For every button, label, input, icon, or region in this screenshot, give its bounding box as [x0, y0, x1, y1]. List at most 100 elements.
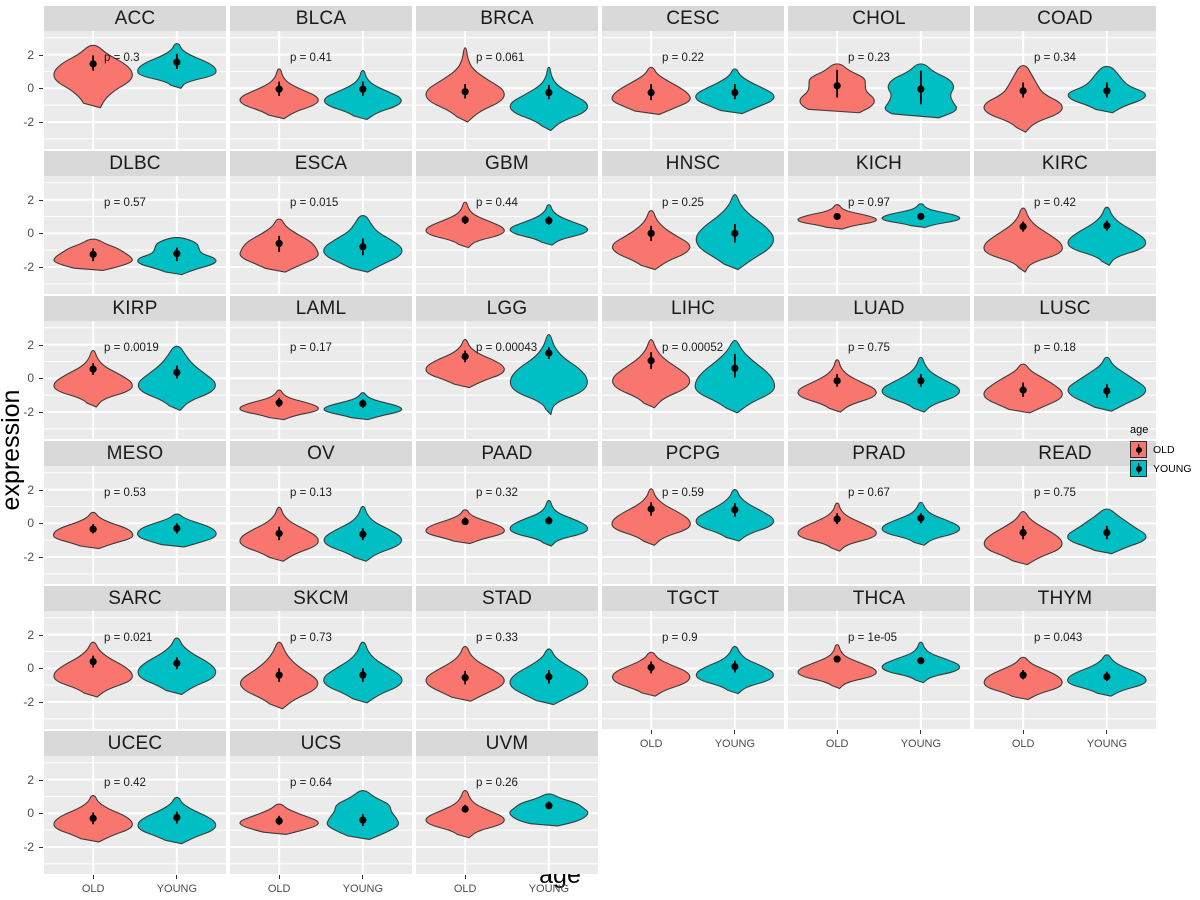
- median-point-old: [647, 663, 655, 672]
- x-tick-mark: [836, 730, 838, 734]
- median-point-old: [461, 805, 469, 813]
- p-value-label: p = 1e-05: [848, 631, 897, 644]
- facet-panel: [416, 611, 598, 729]
- median-point-young: [731, 229, 739, 237]
- median-point-old: [89, 657, 97, 666]
- facet-strip-label: BRCA: [416, 6, 598, 31]
- facet-panel: [788, 611, 970, 729]
- facet-dlbc: DLBC p = 0.57 2 0 -2: [23, 151, 226, 294]
- facet-strip-label: SKCM: [230, 586, 412, 611]
- median-point-old: [275, 399, 283, 407]
- median-point-old: [1019, 528, 1027, 537]
- facet-panel: [602, 31, 784, 149]
- facet-strip-label: BLCA: [230, 6, 412, 31]
- x-tick-label-young: YOUNG: [714, 738, 756, 750]
- median-point-young: [173, 813, 181, 822]
- median-point-old: [275, 817, 283, 825]
- y-tick-label: 0: [27, 516, 34, 531]
- facet-esca: ESCA p = 0.015: [230, 151, 412, 294]
- p-value-label: p = 0.22: [662, 51, 704, 64]
- median-point-old: [1019, 671, 1027, 679]
- facet-strip-label: LUAD: [788, 296, 970, 321]
- median-point-old: [647, 357, 655, 365]
- facet-thym: THYM p = 0.043 OLD YOUNG: [974, 586, 1156, 750]
- p-value-label: p = 0.061: [476, 51, 525, 64]
- median-point-old: [89, 814, 97, 822]
- legend-key-old: [1130, 441, 1147, 458]
- p-value-label: p = 0.34: [1034, 51, 1076, 64]
- y-tick-label: 2: [27, 772, 34, 787]
- median-point-young: [545, 517, 553, 525]
- facet-luad: LUAD p = 0.75: [788, 296, 970, 439]
- x-tick-label-young: YOUNG: [900, 738, 942, 750]
- facet-cesc: CESC p = 0.22: [602, 6, 784, 149]
- y-tick-mark: [39, 847, 43, 849]
- facet-read: READ p = 0.75: [974, 441, 1156, 584]
- x-tick-label-old: OLD: [639, 738, 663, 750]
- y-tick-mark: [39, 54, 43, 56]
- violin-old: [53, 349, 133, 408]
- y-tick-mark: [39, 557, 43, 559]
- facet-panel: [974, 611, 1156, 729]
- facet-strip-label: ESCA: [230, 151, 412, 176]
- facet-strip-label: SARC: [44, 586, 226, 611]
- facet-panel: [602, 466, 784, 584]
- facet-ucs: UCS p = 0.64 OLD YOUNG: [230, 731, 412, 895]
- violin-old: [425, 201, 505, 249]
- facet-blca: BLCA p = 0.41: [230, 6, 412, 149]
- y-tick-mark: [39, 199, 43, 201]
- median-point-young: [359, 530, 367, 538]
- median-point-old: [1019, 222, 1027, 231]
- violin-old: [612, 338, 691, 409]
- x-tick-mark: [92, 875, 94, 879]
- violin-young: [137, 345, 216, 411]
- facet-paad: PAAD p = 0.32: [416, 441, 598, 584]
- x-tick-mark: [734, 730, 736, 734]
- p-value-label: p = 0.67: [848, 486, 890, 499]
- p-value-label: p = 0.17: [290, 341, 332, 354]
- x-tick-label-young: YOUNG: [528, 883, 570, 895]
- facet-lgg: LGG p = 0.00043: [416, 296, 598, 439]
- y-tick-mark: [39, 412, 43, 414]
- facet-chol: CHOL p = 0.23: [788, 6, 970, 149]
- median-point-old: [833, 515, 841, 523]
- median-point-old: [89, 525, 97, 533]
- facet-strip-label: TGCT: [602, 586, 784, 611]
- facet-strip-label: KICH: [788, 151, 970, 176]
- y-tick-label: 2: [27, 627, 34, 642]
- x-tick-label-old: OLD: [81, 883, 105, 895]
- facet-panel: [788, 466, 970, 584]
- median-point-old: [647, 229, 655, 237]
- median-point-old: [461, 88, 469, 96]
- median-point-old: [89, 365, 97, 373]
- facet-panel: [974, 321, 1156, 439]
- median-point-young: [1103, 387, 1111, 395]
- violin-old: [611, 488, 691, 546]
- facet-strip-label: KIRC: [974, 151, 1156, 176]
- p-value-label: p = 0.41: [290, 51, 332, 64]
- facet-strip-label: READ: [974, 441, 1156, 466]
- y-tick-mark: [39, 779, 43, 781]
- p-value-label: p = 0.18: [1034, 341, 1076, 354]
- median-point-old: [833, 212, 841, 221]
- facet-strip-label: LUSC: [974, 296, 1156, 321]
- violin-young: [509, 793, 589, 827]
- facet-laml: LAML p = 0.17: [230, 296, 412, 439]
- median-point-young: [359, 85, 367, 93]
- violin-old: [797, 644, 877, 690]
- y-tick-mark: [39, 122, 43, 124]
- legend-item-old[interactable]: OLD: [1130, 441, 1196, 458]
- median-point-young: [545, 349, 553, 357]
- violin-young: [509, 333, 588, 416]
- legend-item-young[interactable]: YOUNG: [1130, 460, 1196, 477]
- p-value-label: p = 0.42: [1034, 196, 1076, 209]
- median-point-young: [173, 249, 181, 258]
- facet-uvm: UVM p = 0.26 OLD YOUNG: [416, 731, 598, 895]
- x-tick-mark: [464, 875, 466, 879]
- facet-panel: [602, 176, 784, 294]
- facet-brca: BRCA p = 0.061: [416, 6, 598, 149]
- y-axis-title: expression: [0, 389, 25, 511]
- median-point-young: [545, 673, 553, 681]
- facet-panel: [974, 176, 1156, 294]
- facet-skcm: SKCM p = 0.73: [230, 586, 412, 729]
